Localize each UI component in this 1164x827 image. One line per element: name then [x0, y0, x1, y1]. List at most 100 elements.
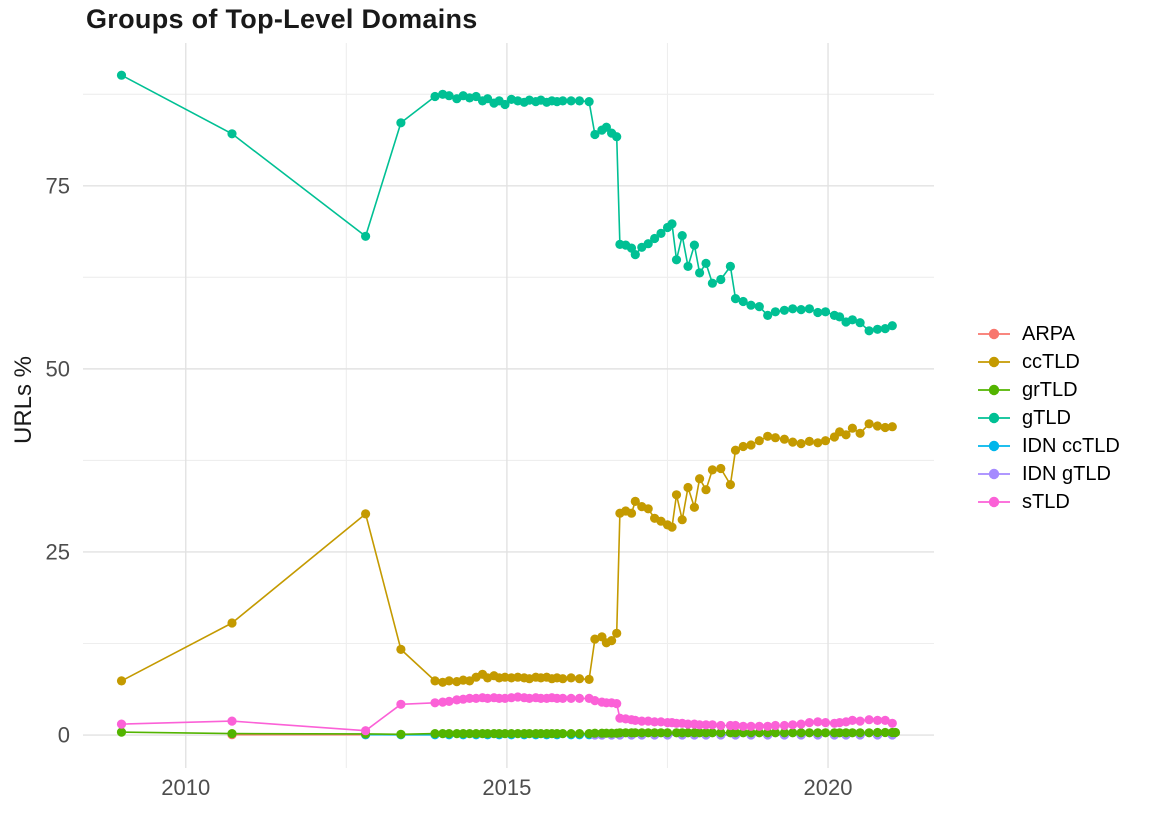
data-point-grtld [738, 728, 748, 738]
data-point-grtld [590, 728, 600, 738]
data-point-grtld [396, 729, 406, 739]
data-point-stld [864, 715, 874, 725]
data-point-grtld [796, 728, 806, 738]
data-point-gtld [887, 321, 897, 331]
y-tick-label: 75 [46, 173, 70, 198]
data-point-stld [396, 699, 406, 709]
legend: ARPA ccTLD grTLD gTLD IDN ccTLD IDN gTLD sTLD [976, 320, 1120, 516]
y-tick-label: 25 [46, 539, 70, 564]
legend-key-dot [988, 328, 1000, 340]
gridlines-minor [83, 43, 934, 768]
data-point-gtld [590, 129, 600, 140]
data-point-cctld [227, 618, 237, 628]
legend-item-idn-cctld: IDN ccTLD [976, 432, 1120, 460]
data-point-gtld [689, 240, 700, 250]
data-point-grtld [880, 727, 890, 738]
legend-item-grtld: grTLD [976, 376, 1120, 404]
data-point-gtld [558, 96, 568, 106]
data-point-grtld [483, 729, 493, 739]
data-point-gtld [738, 296, 748, 307]
data-point-grtld [643, 728, 653, 738]
data-point-gtld [730, 294, 741, 304]
data-point-stld [701, 720, 711, 730]
data-point-gtld [574, 96, 585, 106]
y-tick-label: 0 [58, 723, 70, 748]
legend-label-grtld: grTLD [1022, 378, 1078, 401]
y-tick-label: 50 [46, 356, 70, 381]
data-point-gtld [612, 132, 622, 142]
data-point-cctld [738, 441, 748, 452]
legend-item-idn-gtld: IDN gTLD [976, 460, 1120, 488]
data-point-grtld [872, 727, 883, 738]
data-point-grtld [813, 728, 823, 738]
data-point-grtld [730, 728, 741, 738]
data-point-cctld [584, 674, 594, 685]
data-point-cctld [855, 428, 865, 438]
data-point-gtld [695, 268, 705, 278]
data-point-grtld [574, 729, 585, 739]
chart-title: Groups of Top-Level Domains [86, 4, 478, 34]
data-point-grtld [430, 729, 440, 739]
data-point-grtld [855, 728, 865, 738]
data-point-gtld [707, 278, 718, 288]
data-point-grtld [524, 729, 535, 739]
data-point-cctld [430, 676, 440, 686]
data-point-stld [872, 715, 883, 726]
data-point-gtld [667, 219, 677, 229]
legend-key-dot [988, 440, 1000, 452]
legend-key-dot [988, 468, 1000, 480]
data-point-cctld [677, 515, 687, 525]
legend-key-dot [988, 384, 1000, 396]
data-point-grtld [804, 728, 815, 738]
data-point-grtld [770, 728, 781, 738]
data-point-stld [444, 696, 454, 707]
data-point-gtld [430, 91, 440, 102]
data-point-grtld [506, 729, 516, 739]
data-point-gtld [820, 307, 831, 317]
data-point-gtld [796, 305, 806, 315]
data-point-gtld [601, 122, 612, 132]
legend-label-stld: sTLD [1022, 490, 1070, 513]
data-point-grtld [637, 728, 647, 738]
data-point-cctld [607, 636, 617, 646]
legend-key-cctld [978, 356, 1010, 368]
data-point-gtld [116, 70, 127, 80]
legend-label-arpa: ARPA [1022, 322, 1075, 345]
data-point-gtld [770, 307, 781, 317]
data-point-grtld [471, 729, 481, 739]
data-point-gtld [835, 312, 845, 322]
data-point-grtld [788, 728, 798, 738]
data-point-gtld [788, 304, 798, 314]
x-tick-label: 2010 [161, 775, 210, 800]
data-point-gtld [584, 97, 594, 107]
data-point-grtld [835, 728, 845, 738]
legend-key-idn-gtld [978, 468, 1010, 480]
data-point-grtld [754, 728, 764, 738]
legend-item-gtld: gTLD [976, 404, 1120, 432]
data-point-grtld [227, 729, 237, 739]
data-point-grtld [707, 728, 718, 738]
data-point-cctld [763, 431, 773, 441]
x-tick-label: 2020 [804, 775, 853, 800]
data-point-cctld [725, 480, 736, 490]
data-point-grtld [820, 728, 831, 738]
legend-label-idn-gtld: IDN gTLD [1022, 462, 1111, 485]
data-point-grtld [763, 728, 773, 738]
data-point-stld [804, 718, 815, 728]
x-axis-labels: 2010 2015 2020 [161, 775, 852, 800]
data-point-grtld [864, 728, 874, 738]
data-point-gtld [361, 231, 371, 241]
legend-key-idn-cctld [978, 440, 1010, 452]
data-point-gtld [872, 324, 883, 334]
data-point-cctld [667, 522, 677, 532]
data-point-cctld [887, 422, 897, 432]
data-point-grtld [116, 727, 127, 737]
data-point-stld [695, 720, 705, 730]
data-point-grtld [683, 728, 693, 738]
data-point-gtld [643, 239, 653, 249]
data-point-grtld [558, 729, 568, 739]
data-point-gtld [444, 91, 454, 101]
data-point-cctld [770, 433, 781, 443]
series-stld [116, 692, 897, 736]
